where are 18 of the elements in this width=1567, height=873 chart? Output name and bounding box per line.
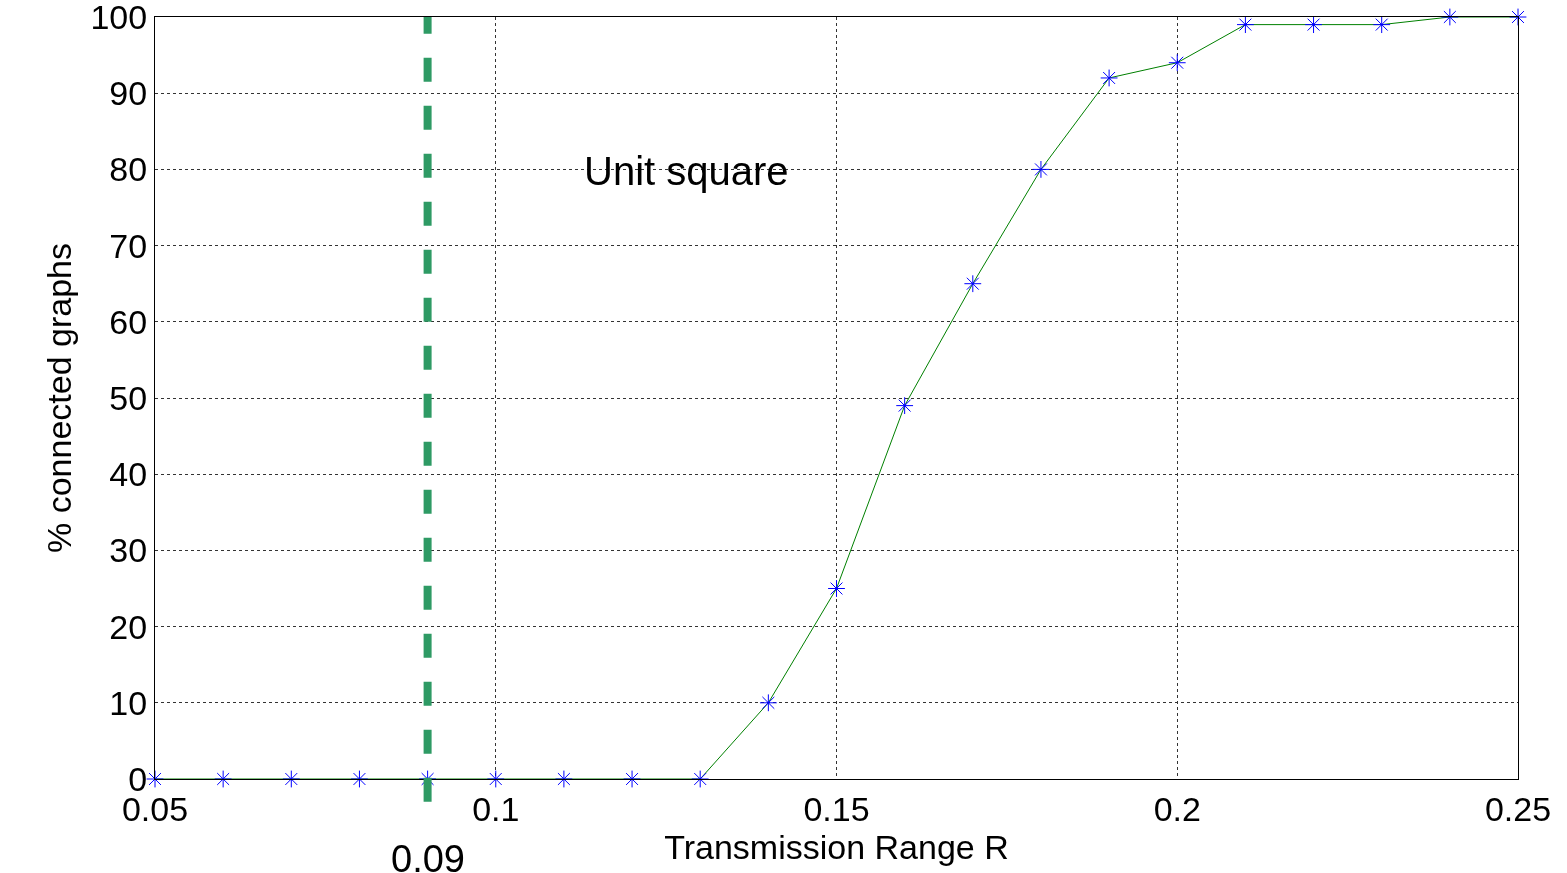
y-tick-label: 100 (90, 0, 148, 36)
y-tick-label: 20 (109, 607, 148, 646)
y-tick-label: 60 (109, 302, 148, 341)
ref-line-label: 0.09 (391, 838, 465, 873)
x-tick-label: 0.15 (803, 789, 870, 828)
x-tick-label: 0.1 (472, 789, 520, 828)
y-tick-label: 30 (109, 531, 148, 570)
y-axis-title: % connected graphs (40, 243, 79, 553)
x-axis-title: Transmission Range R (664, 827, 1009, 866)
y-tick-label: 10 (109, 683, 148, 722)
y-tick-label: 90 (109, 74, 148, 113)
y-tick-label: 50 (109, 378, 148, 417)
y-tick-label: 0 (128, 759, 148, 798)
y-tick-label: 70 (109, 226, 148, 265)
y-tick-label: 80 (109, 150, 148, 189)
x-tick-label: 0.2 (1153, 789, 1201, 828)
y-tick-label: 40 (109, 455, 148, 494)
x-tick-label: 0.25 (1484, 789, 1552, 828)
